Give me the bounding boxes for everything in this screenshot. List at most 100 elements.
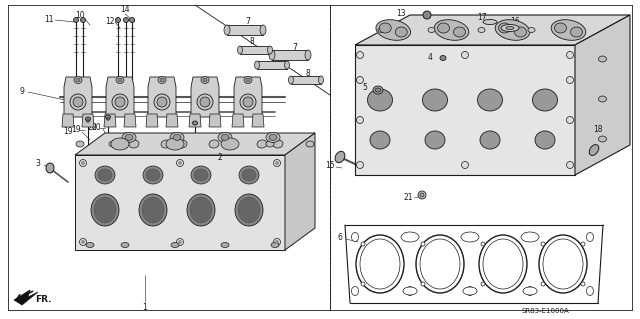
- Ellipse shape: [203, 78, 207, 82]
- Ellipse shape: [477, 89, 502, 111]
- Ellipse shape: [351, 286, 358, 295]
- Ellipse shape: [246, 78, 250, 82]
- Ellipse shape: [438, 23, 449, 33]
- Ellipse shape: [289, 76, 294, 84]
- Polygon shape: [355, 45, 575, 175]
- Ellipse shape: [428, 27, 435, 33]
- Ellipse shape: [535, 131, 555, 149]
- Ellipse shape: [356, 51, 364, 58]
- Ellipse shape: [527, 286, 534, 295]
- Ellipse shape: [420, 239, 460, 289]
- Ellipse shape: [356, 235, 404, 293]
- Ellipse shape: [335, 151, 345, 163]
- Ellipse shape: [539, 235, 587, 293]
- Ellipse shape: [111, 138, 129, 150]
- Ellipse shape: [200, 97, 210, 107]
- Ellipse shape: [243, 97, 253, 107]
- Ellipse shape: [499, 23, 511, 33]
- Ellipse shape: [146, 169, 160, 181]
- Ellipse shape: [566, 77, 573, 84]
- Ellipse shape: [157, 97, 167, 107]
- Polygon shape: [252, 114, 264, 127]
- Text: 1: 1: [143, 303, 147, 313]
- Ellipse shape: [106, 118, 109, 120]
- Polygon shape: [232, 114, 244, 127]
- Text: 5: 5: [363, 84, 367, 93]
- Text: 16: 16: [510, 18, 520, 26]
- Ellipse shape: [139, 194, 167, 226]
- Ellipse shape: [143, 166, 163, 184]
- Polygon shape: [106, 77, 134, 117]
- Text: 2: 2: [218, 152, 222, 161]
- Ellipse shape: [255, 61, 259, 69]
- Ellipse shape: [501, 25, 519, 32]
- Ellipse shape: [238, 197, 260, 223]
- Polygon shape: [285, 133, 315, 250]
- Ellipse shape: [418, 191, 426, 199]
- Ellipse shape: [194, 169, 208, 181]
- Polygon shape: [291, 76, 321, 84]
- Polygon shape: [257, 61, 287, 69]
- Ellipse shape: [122, 132, 136, 142]
- Ellipse shape: [109, 141, 117, 147]
- Ellipse shape: [376, 20, 411, 40]
- Ellipse shape: [221, 134, 229, 140]
- Polygon shape: [124, 114, 136, 127]
- Ellipse shape: [70, 94, 86, 110]
- Ellipse shape: [581, 282, 585, 286]
- Ellipse shape: [129, 140, 139, 148]
- Ellipse shape: [173, 134, 181, 140]
- Ellipse shape: [515, 27, 527, 37]
- Polygon shape: [64, 77, 92, 117]
- Ellipse shape: [541, 282, 545, 286]
- Ellipse shape: [361, 242, 365, 246]
- Ellipse shape: [115, 18, 120, 23]
- Ellipse shape: [269, 50, 275, 60]
- Text: 3: 3: [36, 159, 40, 167]
- Polygon shape: [62, 114, 74, 127]
- Ellipse shape: [170, 132, 184, 142]
- Ellipse shape: [177, 160, 184, 167]
- Ellipse shape: [121, 242, 129, 248]
- Ellipse shape: [551, 20, 586, 40]
- Ellipse shape: [86, 120, 90, 122]
- Text: 21: 21: [403, 192, 413, 202]
- Ellipse shape: [257, 140, 267, 148]
- Ellipse shape: [543, 239, 583, 289]
- Ellipse shape: [271, 242, 279, 248]
- Ellipse shape: [190, 197, 212, 223]
- Ellipse shape: [275, 241, 278, 243]
- Ellipse shape: [266, 132, 280, 142]
- Ellipse shape: [260, 25, 266, 35]
- Text: 18: 18: [593, 125, 603, 135]
- Ellipse shape: [73, 97, 83, 107]
- Text: 14: 14: [120, 5, 130, 14]
- Ellipse shape: [81, 161, 84, 165]
- Ellipse shape: [79, 239, 86, 246]
- Ellipse shape: [273, 160, 280, 167]
- Ellipse shape: [461, 232, 479, 242]
- Text: 4: 4: [428, 54, 433, 63]
- Ellipse shape: [154, 94, 170, 110]
- Ellipse shape: [480, 131, 500, 149]
- Text: 17: 17: [477, 13, 487, 23]
- Text: 11: 11: [44, 16, 54, 25]
- Ellipse shape: [440, 56, 446, 61]
- Ellipse shape: [240, 94, 256, 110]
- Text: 6: 6: [337, 233, 342, 241]
- Ellipse shape: [306, 141, 314, 147]
- Polygon shape: [14, 290, 38, 305]
- Ellipse shape: [367, 89, 392, 111]
- Ellipse shape: [305, 50, 311, 60]
- Ellipse shape: [81, 18, 86, 23]
- Polygon shape: [272, 50, 308, 60]
- Text: 8: 8: [271, 54, 276, 63]
- Text: 19: 19: [71, 125, 81, 135]
- Text: 10: 10: [75, 11, 85, 19]
- Ellipse shape: [124, 18, 129, 23]
- Ellipse shape: [403, 287, 417, 295]
- Ellipse shape: [197, 94, 213, 110]
- Ellipse shape: [269, 134, 277, 140]
- Polygon shape: [189, 114, 201, 127]
- Ellipse shape: [74, 77, 82, 84]
